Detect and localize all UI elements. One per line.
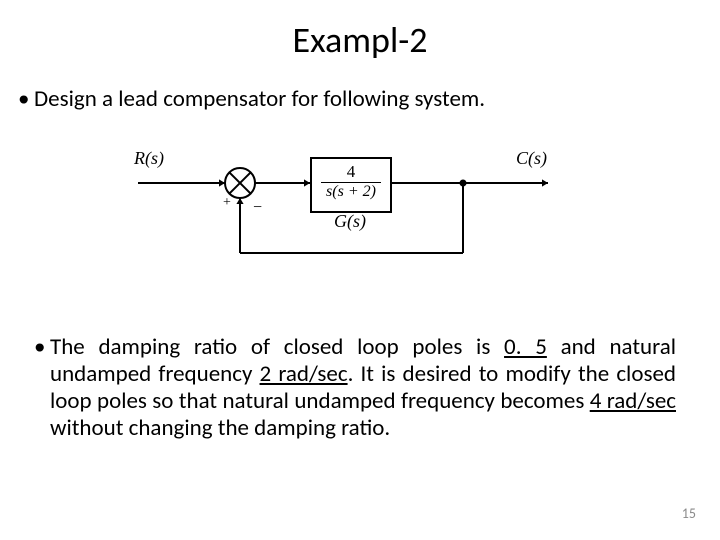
transfer-function-box: 4 s(s + 2)	[310, 157, 392, 213]
spec-zeta: 0. 5	[504, 333, 547, 361]
output-label: C(s)	[516, 148, 547, 169]
svg-text:−: −	[253, 199, 262, 216]
tf-denominator: s(s + 2)	[312, 184, 390, 200]
svg-text:+: +	[223, 195, 231, 210]
bullet-design: Design a lead compensator for following …	[34, 86, 686, 114]
spec-text-1: The damping ratio of closed loop poles i…	[50, 333, 504, 361]
plant-label: G(s)	[334, 211, 366, 232]
block-diagram: + − 4 s(s + 2) R(s) C(s) G(s)	[128, 145, 568, 275]
spec-wn1: 2 rad/sec	[260, 360, 348, 388]
page-number: 15	[682, 505, 696, 522]
page-title: Exampl-2	[0, 18, 720, 62]
input-label: R(s)	[134, 148, 164, 169]
tf-numerator: 4	[312, 159, 390, 180]
bullet-spec: The damping ratio of closed loop poles i…	[50, 334, 676, 443]
spec-text-4: without changing the damping ratio.	[50, 414, 390, 442]
slide: Exampl-2 Design a lead compensator for f…	[0, 0, 720, 540]
spec-wn2: 4 rad/sec	[590, 387, 676, 415]
